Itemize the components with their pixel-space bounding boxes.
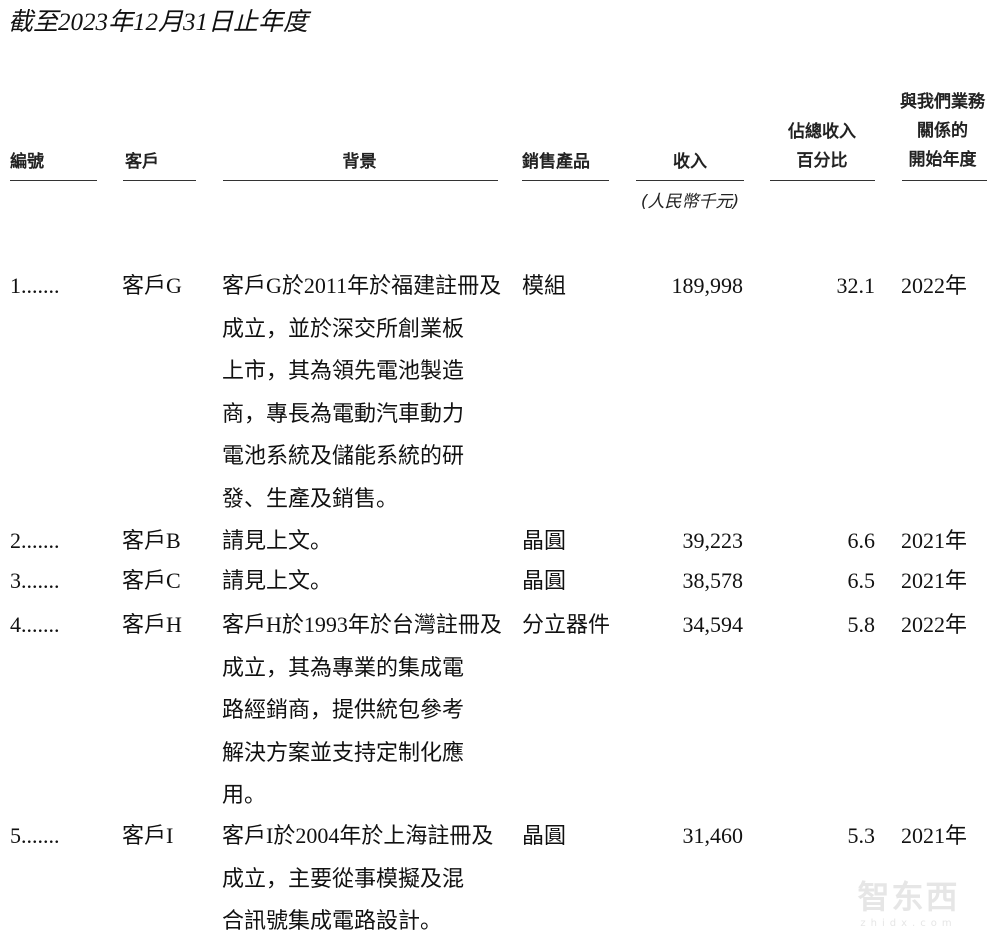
background-line: 路經銷商，提供統包參考 xyxy=(222,697,465,722)
row-product: 晶圓 xyxy=(522,568,567,593)
row-start-year: 2022年 xyxy=(901,612,968,637)
header-pct-1: 佔總收入 xyxy=(788,122,856,142)
header-rule xyxy=(522,180,609,181)
background-line: 請見上文。 xyxy=(222,568,333,593)
row-background: 客戶I於2004年於上海註冊及 成立，主要從事模擬及混 合訊號集成電路設計。 xyxy=(222,815,512,943)
row-background: 請見上文。 xyxy=(222,520,512,563)
row-customer: 客戶B xyxy=(122,528,181,553)
background-line: 用。 xyxy=(222,782,267,807)
row-customer: 客戶C xyxy=(122,568,181,593)
header-rule xyxy=(902,180,987,181)
header-rule xyxy=(223,180,498,181)
header-start-1: 與我們業務 xyxy=(900,92,985,112)
row-start-year: 2021年 xyxy=(901,568,968,593)
row-number: 3....... xyxy=(10,568,60,593)
background-line: 請見上文。 xyxy=(222,528,333,553)
header-start-3: 開始年度 xyxy=(908,150,977,170)
row-customer: 客戶H xyxy=(122,612,182,637)
header-start-year: 與我們業務關係的開始年度 xyxy=(900,88,985,175)
header-product: 銷售產品 xyxy=(522,152,590,172)
header-no: 編號 xyxy=(10,152,44,172)
row-product: 分立器件 xyxy=(522,612,611,637)
header-rule xyxy=(10,180,97,181)
background-line: 電池系統及儲能系統的研 xyxy=(222,443,465,468)
background-line: 商，專長為電動汽車動力 xyxy=(222,400,465,426)
header-revenue: 收入 xyxy=(673,152,707,172)
header-revenue-unit: (人民幣千元) xyxy=(640,192,740,212)
row-start-year: 2021年 xyxy=(901,528,968,553)
row-number: 2....... xyxy=(10,528,60,553)
row-background: 請見上文。 xyxy=(222,560,512,603)
row-background: 客戶H於1993年於台灣註冊及 成立，其為專業的集成電 路經銷商，提供統包參考 解決方… xyxy=(222,604,512,817)
header-start-2: 關係的 xyxy=(917,121,968,141)
row-number: 5....... xyxy=(10,823,60,848)
row-percentage: 5.3 xyxy=(847,823,876,848)
background-line: 發、生產及銷售。 xyxy=(222,485,399,511)
row-product: 模組 xyxy=(522,273,567,298)
watermark-logo: 智东西 zhidx.com xyxy=(851,872,966,929)
background-line: 客戶I於2004年於上海註冊及 xyxy=(222,823,494,848)
background-line: 合訊號集成電路設計。 xyxy=(222,908,443,933)
header-rule xyxy=(123,180,196,181)
watermark-text: 智东西 xyxy=(857,878,960,916)
header-background: 背景 xyxy=(342,152,377,172)
row-percentage: 32.1 xyxy=(836,273,876,298)
row-customer: 客戶G xyxy=(122,273,182,298)
background-line: 成立，其為專業的集成電 xyxy=(222,654,465,680)
row-revenue: 31,460 xyxy=(682,823,744,848)
background-line: 客戶H於1993年於台灣註冊及 xyxy=(222,612,502,637)
row-customer: 客戶I xyxy=(122,823,174,848)
row-product: 晶圓 xyxy=(522,528,567,553)
row-number: 1....... xyxy=(10,273,60,298)
row-background: 客戶G於2011年於福建註冊及 成立，並於深交所創業板 上市，其為領先電池製造 商，專… xyxy=(222,265,512,520)
row-revenue: 38,578 xyxy=(682,568,744,593)
background-line: 成立，主要從事模擬及混 xyxy=(222,865,465,891)
header-customer: 客戶 xyxy=(125,152,159,172)
background-line: 解決方案並支持定制化應 xyxy=(222,739,465,765)
row-number: 4....... xyxy=(10,612,60,637)
watermark-sub: zhidx.com xyxy=(860,918,957,929)
row-revenue: 189,998 xyxy=(671,273,744,298)
background-line: 上市，其為領先電池製造 xyxy=(222,358,465,383)
background-line: 客戶G於2011年於福建註冊及 xyxy=(222,273,502,298)
row-start-year: 2022年 xyxy=(901,273,968,298)
row-revenue: 39,223 xyxy=(682,528,744,553)
header-rule xyxy=(770,180,875,181)
row-revenue: 34,594 xyxy=(682,612,744,637)
row-percentage: 6.6 xyxy=(847,528,876,553)
row-start-year: 2021年 xyxy=(901,823,968,848)
page-title: 截至2023年12月31日止年度 xyxy=(8,9,309,36)
row-product: 晶圓 xyxy=(522,823,567,848)
header-pct-2: 百分比 xyxy=(796,151,848,171)
header-pct: 佔總收入 百分比 xyxy=(770,118,874,176)
header-rule xyxy=(636,180,744,181)
background-line: 成立，並於深交所創業板 xyxy=(222,315,465,341)
row-percentage: 6.5 xyxy=(847,568,876,593)
row-percentage: 5.8 xyxy=(847,612,876,637)
